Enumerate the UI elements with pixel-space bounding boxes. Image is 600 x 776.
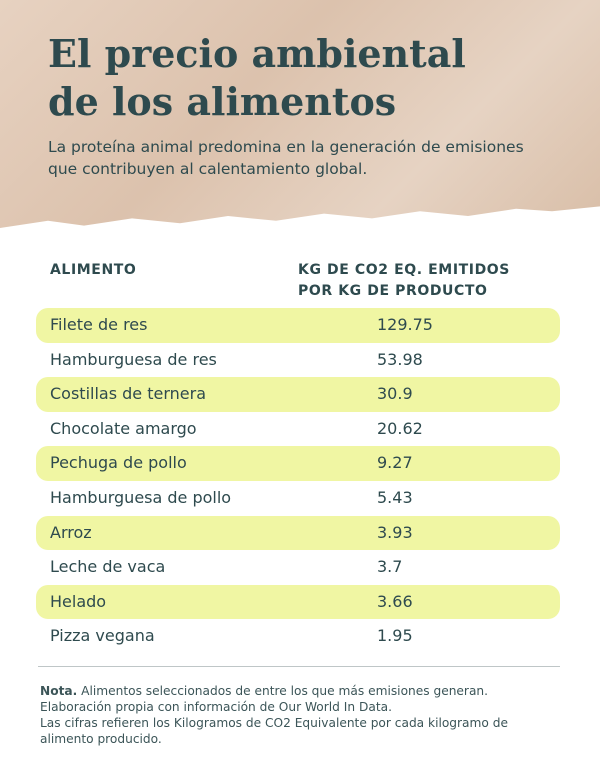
table-row: Chocolate amargo 20.62	[36, 412, 560, 447]
page-title: El precio ambiental de los alimentos	[48, 30, 568, 126]
table-row: Helado 3.66	[36, 584, 560, 620]
food-name: Filete de res	[50, 315, 148, 334]
food-name: Hamburguesa de pollo	[50, 487, 232, 507]
column-header-emissions-line-1: KG DE CO2 EQ. EMITIDOS	[298, 262, 510, 278]
emission-value: 9.27	[377, 453, 413, 473]
food-name: Costillas de ternera	[50, 384, 206, 404]
food-name: Pizza vegana	[50, 626, 155, 646]
column-header-emissions: KG DE CO2 EQ. EMITIDOS POR KG DE PRODUCT…	[298, 260, 558, 302]
column-header-food: ALIMENTO	[50, 262, 137, 278]
food-name: Helado	[50, 591, 107, 611]
header-paper-background	[0, 0, 600, 228]
food-name: Pechuga de pollo	[50, 453, 187, 473]
food-name: Hamburguesa de res	[50, 349, 217, 369]
table-row: Pechuga de pollo 9.27	[36, 446, 560, 481]
emission-value: 30.9	[377, 384, 413, 404]
divider	[38, 666, 560, 667]
emission-value: 3.93	[377, 522, 413, 542]
table-row: Filete de res 129.75	[36, 308, 560, 343]
footnote-text-1: Alimentos seleccionados de entre los que…	[77, 684, 489, 698]
footnote-line-3: Las cifras refieren los Kilogramos de CO…	[40, 716, 508, 746]
food-name: Leche de vaca	[50, 557, 166, 577]
emission-value: 20.62	[377, 418, 423, 438]
emissions-table: Filete de res 129.75 Hamburguesa de res …	[36, 308, 560, 654]
table-row: Hamburguesa de pollo 5.43	[36, 481, 560, 516]
table-row: Hamburguesa de res 53.98	[36, 343, 560, 378]
emission-value: 3.66	[377, 591, 413, 611]
table-row: Leche de vaca 3.7	[36, 550, 560, 585]
title-line-1: El precio ambiental	[48, 31, 466, 76]
emission-value: 53.98	[377, 349, 423, 369]
emission-value: 3.7	[377, 557, 403, 577]
footnote-line-1: Nota. Alimentos seleccionados de entre l…	[40, 683, 560, 699]
footnote-line-2: Elaboración propia con información de Ou…	[40, 700, 392, 714]
footnote-label: Nota.	[40, 684, 78, 698]
table-row: Pizza vegana 1.95	[36, 619, 560, 654]
emission-value: 1.95	[377, 626, 413, 646]
table-row: Costillas de ternera 30.9	[36, 377, 560, 412]
table-row: Arroz 3.93	[36, 515, 560, 551]
emission-value: 5.43	[377, 487, 413, 507]
column-header-emissions-line-2: POR KG DE PRODUCTO	[298, 283, 488, 299]
footnote: Nota. Alimentos seleccionados de entre l…	[40, 683, 560, 747]
page-subtitle: La proteína animal predomina en la gener…	[48, 138, 524, 178]
title-line-2: de los alimentos	[48, 79, 397, 124]
food-name: Arroz	[50, 522, 92, 542]
emission-value: 129.75	[377, 315, 433, 334]
food-name: Chocolate amargo	[50, 418, 197, 438]
